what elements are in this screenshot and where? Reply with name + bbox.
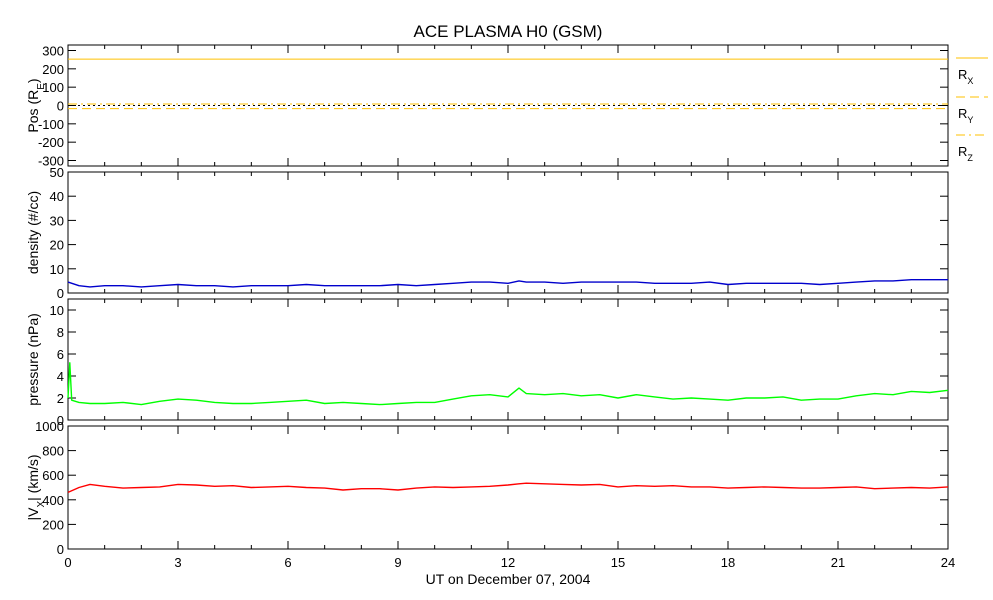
x-tick-label: 9 <box>394 555 401 570</box>
x-tick-label: 0 <box>64 555 71 570</box>
panel-3: 10 8 6 4 2 0 pressure (nPa) <box>25 298 949 428</box>
y-axis-label: pressure (nPa) <box>25 313 41 406</box>
legend-label-2: RY <box>958 106 973 125</box>
series-line-1 <box>67 482 949 494</box>
y-tick-label: -100 <box>38 117 64 132</box>
y-tick-label: 10 <box>50 303 64 318</box>
panel-4: 1000 800 600 400 200 0 |VX| (km/s) <box>25 419 949 557</box>
legend-label-1: RX <box>958 67 973 86</box>
y-tick-label: 2 <box>57 391 64 406</box>
x-tick-label: 12 <box>501 555 515 570</box>
y-tick-label: 0 <box>57 99 64 114</box>
x-tick-label: 24 <box>941 555 955 570</box>
y-tick-label: 300 <box>42 44 64 59</box>
x-tick-label: 15 <box>611 555 625 570</box>
y-tick-label: 8 <box>57 325 64 340</box>
figure-title: ACE PLASMA H0 (GSM) <box>414 22 603 41</box>
y-tick-label: 30 <box>50 213 64 228</box>
y-axis-label: density (#/cc) <box>25 191 41 274</box>
y-tick-label: 400 <box>42 493 64 508</box>
series-line-1 <box>67 362 949 406</box>
y-axis-label: Pos (RE) <box>25 78 47 132</box>
y-axis-label: |VX| (km/s) <box>25 454 47 520</box>
y-tick-label: 0 <box>57 413 64 428</box>
x-tick-label: 3 <box>174 555 181 570</box>
y-tick-label: 4 <box>57 369 64 384</box>
y-tick-label: 200 <box>42 517 64 532</box>
y-tick-label: 600 <box>42 468 64 483</box>
y-tick-label: 200 <box>42 62 64 77</box>
y-tick-label: 800 <box>42 444 64 459</box>
x-tick-label: 6 <box>284 555 291 570</box>
y-tick-label: 10 <box>50 262 64 277</box>
y-tick-label: 20 <box>50 238 64 253</box>
x-axis-label: UT on December 07, 2004 <box>426 571 591 587</box>
panel-2: 50 40 30 20 10 0 density (#/cc) <box>25 165 949 301</box>
legend-label-3: RZ <box>958 144 973 163</box>
y-tick-label: 6 <box>57 347 64 362</box>
x-tick-label: 21 <box>831 555 845 570</box>
panel-1: 300 200 100 0 -100 -200 -300 Pos (RE) <box>25 44 949 169</box>
y-tick-label: 100 <box>42 80 64 95</box>
legend: RX RY RZ <box>956 57 988 163</box>
y-tick-label: 0 <box>57 542 64 557</box>
y-tick-label: 50 <box>50 165 64 180</box>
y-tick-label: 40 <box>50 189 64 204</box>
series-line-1 <box>67 279 948 288</box>
y-tick-label: -200 <box>38 135 64 150</box>
y-tick-label: -300 <box>38 154 64 169</box>
y-tick-label: 0 <box>57 286 64 301</box>
x-tick-labels: 0 3 6 9 12 15 18 21 24 <box>64 555 955 570</box>
y-tick-label: 1000 <box>35 419 64 434</box>
x-tick-label: 18 <box>721 555 735 570</box>
